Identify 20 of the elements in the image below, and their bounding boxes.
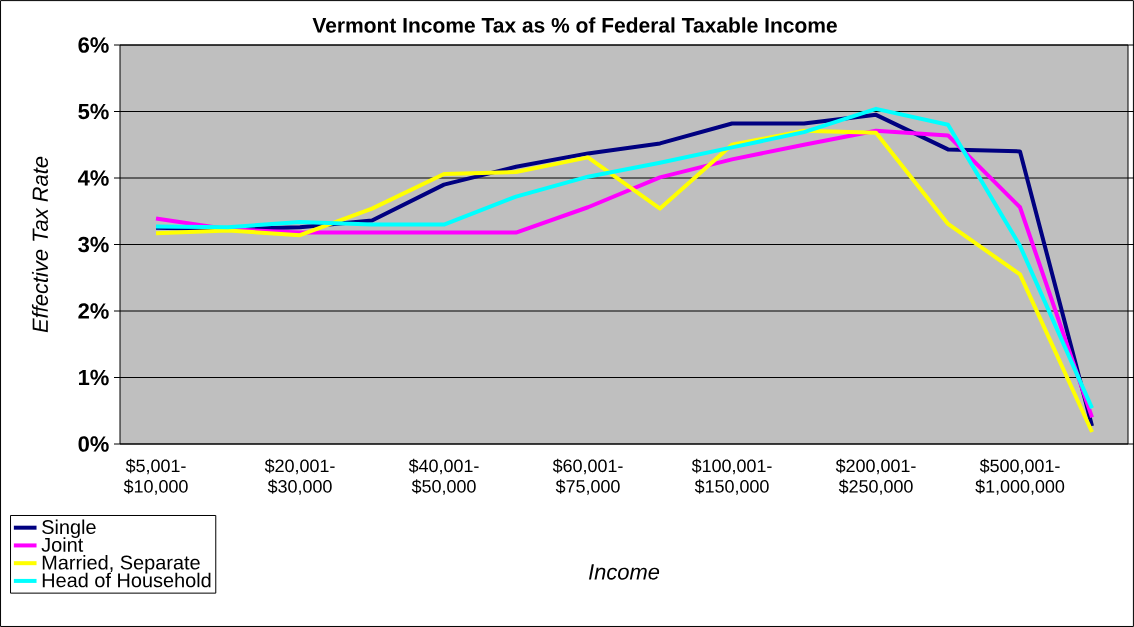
x-tick-label: $500,001-$1,000,000 [975, 458, 1065, 495]
y-tick-label: 2% [78, 303, 109, 319]
x-tick-label: $100,001-$150,000 [691, 458, 772, 495]
x-tick-label: $5,001-$10,000 [123, 458, 188, 495]
x-tick-label: $60,001-$75,000 [552, 458, 623, 495]
x-axis-title: Income [588, 564, 660, 580]
legend-label: Head of Household [42, 572, 211, 588]
x-tick-label: $20,001-$30,000 [264, 458, 335, 495]
x-tick-label: $40,001-$50,000 [408, 458, 479, 495]
y-tick-label: 5% [78, 103, 109, 120]
legend-label: Joint [41, 537, 84, 552]
legend-label: Single [42, 519, 96, 539]
y-tick-label: 6% [78, 37, 109, 53]
y-axis-title: Effective Tax Rate [31, 156, 48, 333]
y-tick-label: 4% [77, 170, 109, 186]
y-tick-label: 1% [79, 369, 109, 386]
y-tick-label: 0% [78, 436, 109, 452]
chart-title: Vermont Income Tax as % of Federal Taxable Income [312, 17, 837, 33]
y-tick-label: 3% [78, 236, 109, 253]
x-tick-label: $200,001-$250,000 [835, 458, 916, 495]
